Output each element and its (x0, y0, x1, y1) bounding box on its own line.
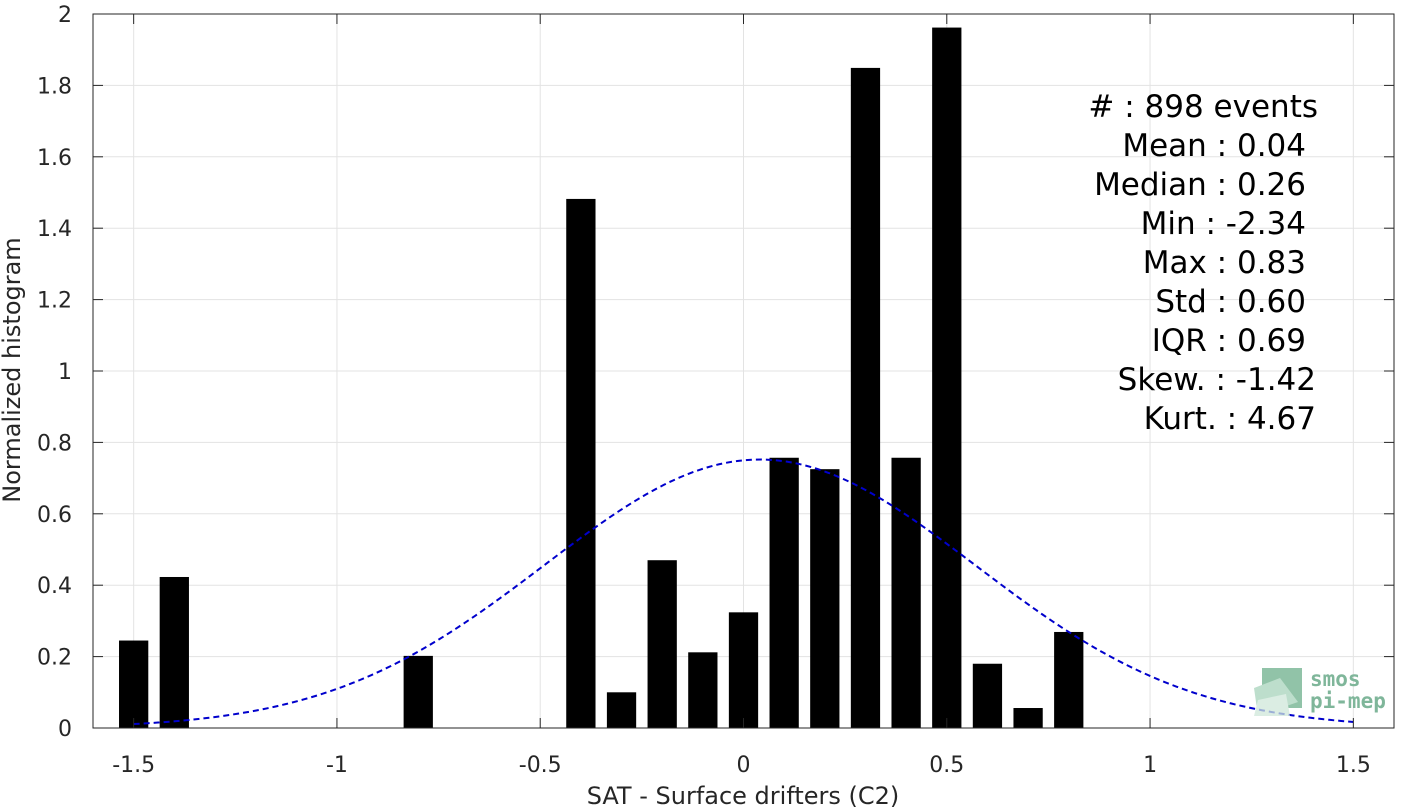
x-tick-label: 1 (1143, 753, 1157, 778)
histogram-bar (891, 457, 921, 728)
histogram-bar (850, 67, 881, 729)
stat-line: Std : 0.60 (1155, 284, 1306, 320)
x-axis-ticks: -1.5 -1 -0.5 0 0.5 1 1.5 (112, 14, 1371, 778)
y-tick-label: 0.6 (37, 503, 72, 528)
y-tick-label: 1.8 (37, 74, 72, 99)
y-tick-label: 1.6 (37, 146, 72, 171)
x-axis-label: SAT - Surface drifters (C2) (587, 782, 900, 809)
x-tick-label: -1 (326, 753, 348, 778)
y-tick-label: 1.4 (37, 217, 72, 242)
y-tick-label: 0.4 (37, 574, 72, 599)
histogram-bars (119, 27, 1084, 729)
histogram-bar (688, 652, 718, 728)
logo-line-2: pi-mep (1310, 689, 1386, 713)
histogram-bar (1054, 631, 1084, 728)
y-axis-ticks: 0 0.2 0.4 0.6 0.8 1 1.2 1.4 1.6 1.8 2 (37, 3, 1394, 742)
histogram-bar (647, 560, 677, 728)
histogram-bar (769, 457, 799, 728)
y-axis-label: Normalized histogram (0, 237, 26, 502)
logo-mark-icon (1254, 668, 1302, 716)
stat-line: Max : 0.83 (1143, 245, 1306, 281)
y-tick-label: 0 (58, 717, 72, 742)
histogram-bar (810, 469, 840, 728)
x-tick-label: 0 (737, 753, 751, 778)
histogram-bar (119, 640, 149, 728)
histogram-bar (728, 612, 759, 728)
y-tick-label: 1.2 (37, 289, 72, 314)
stat-line: # : 898 events (1088, 89, 1318, 125)
histogram-bar (1013, 708, 1043, 728)
stat-line: Skew. : -1.42 (1118, 362, 1316, 398)
stat-line: Min : -2.34 (1141, 206, 1306, 242)
stat-line: IQR : 0.69 (1152, 323, 1306, 359)
y-tick-label: 2 (58, 3, 72, 28)
histogram-bar (972, 663, 1003, 728)
x-tick-label: 1.5 (1336, 753, 1371, 778)
normal-fit-curve (133, 458, 1354, 726)
stat-line: Median : 0.26 (1094, 167, 1306, 203)
x-tick-label: 0.5 (929, 753, 964, 778)
x-tick-label: -1.5 (112, 753, 155, 778)
smos-pi-mep-logo: smos pi-mep (1254, 667, 1386, 716)
histogram-bar (932, 27, 962, 729)
histogram-bar (606, 692, 637, 728)
logo-line-1: smos (1310, 667, 1361, 691)
x-tick-label: -0.5 (519, 753, 562, 778)
stat-line: Mean : 0.04 (1122, 128, 1306, 164)
histogram-bar (159, 576, 189, 728)
y-tick-label: 1 (58, 360, 72, 385)
y-tick-label: 0.2 (37, 646, 72, 671)
y-tick-label: 0.8 (37, 431, 72, 456)
histogram-bar (403, 655, 433, 728)
stat-line: Kurt. : 4.67 (1144, 401, 1316, 437)
histogram-bar (566, 198, 596, 728)
